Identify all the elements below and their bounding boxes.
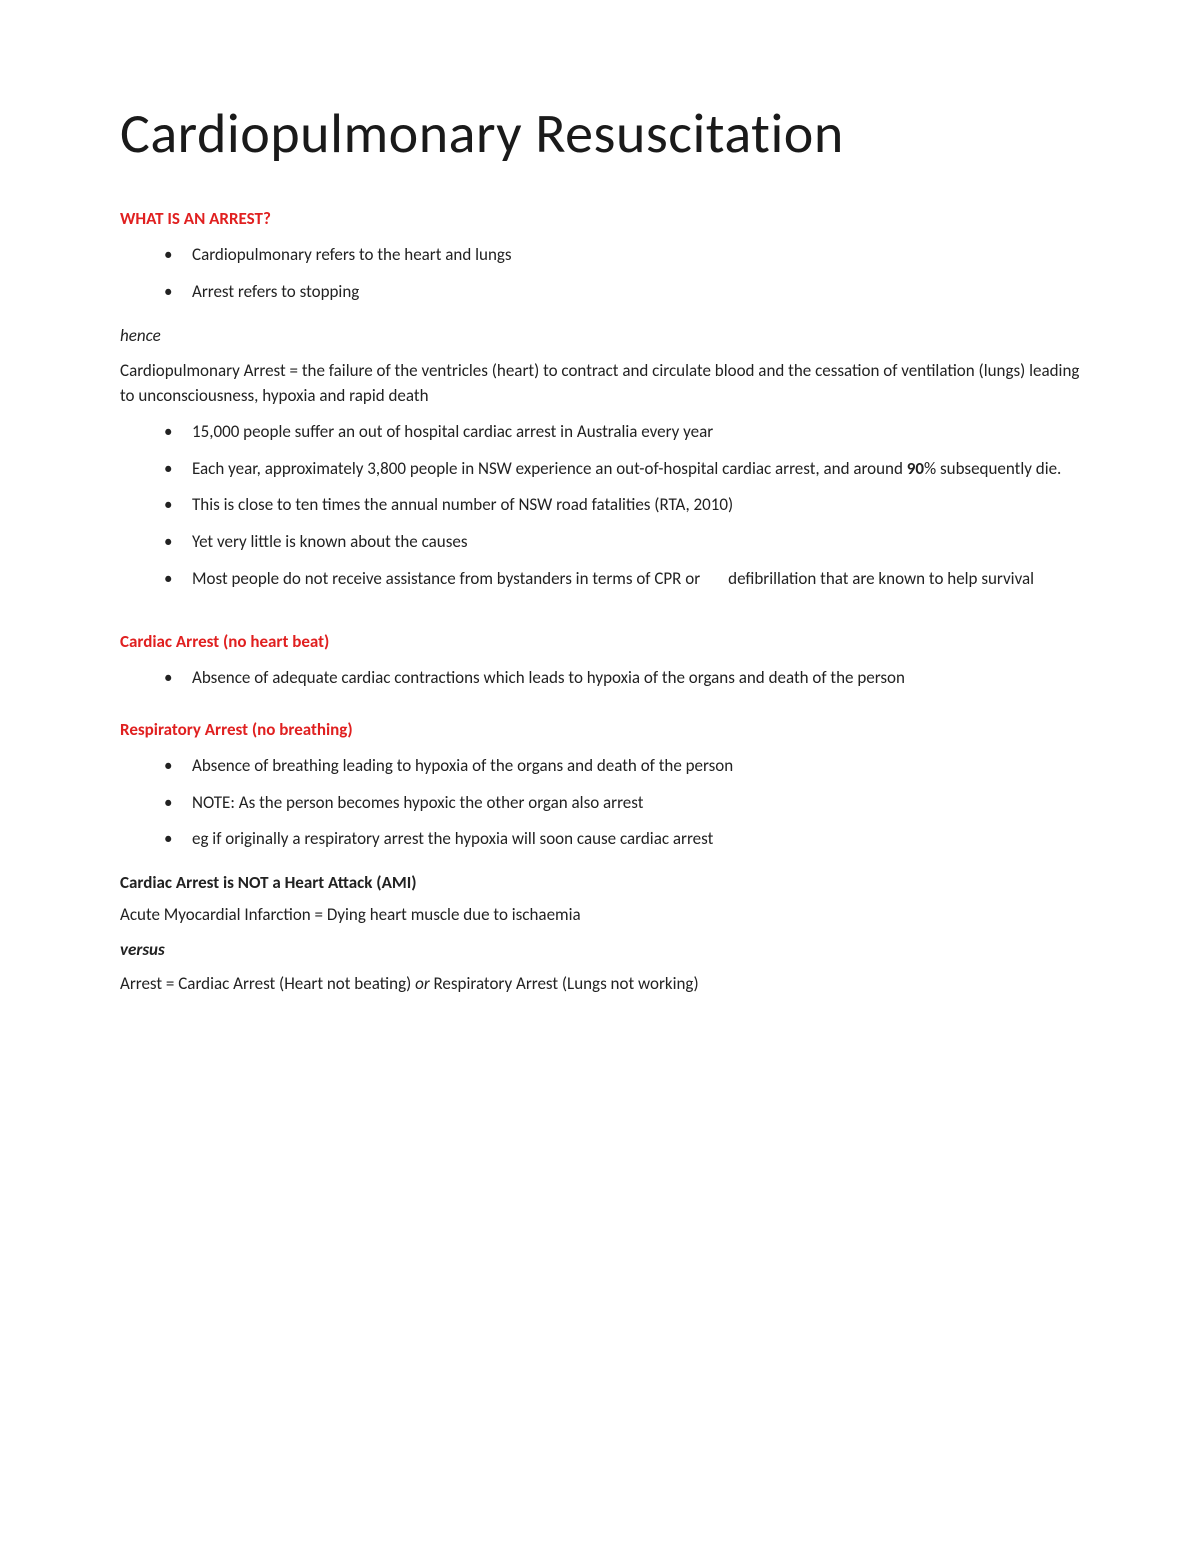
definition-text: Cardiopulmonary Arrest = the failure of … — [120, 359, 1080, 408]
document-page: Cardiopulmonary Resuscitation WHAT IS AN… — [0, 0, 1200, 1553]
list-item: eg if originally a respiratory arrest th… — [120, 827, 1080, 852]
bullet-list: 15,000 people suffer an out of hospital … — [120, 420, 1080, 591]
text-run: % subsequently die. — [924, 458, 1061, 479]
heading-respiratory-arrest: Respiratory Arrest (no breathing) — [120, 719, 1080, 740]
hence-text: hence — [120, 324, 1080, 349]
page-title: Cardiopulmonary Resuscitation — [120, 100, 1080, 168]
arrest-definition: Arrest = Cardiac Arrest (Heart not beati… — [120, 972, 1080, 997]
text-run: Each year, approximately 3,800 people in… — [192, 458, 907, 479]
heading-cardiac-arrest: Cardiac Arrest (no heart beat) — [120, 631, 1080, 652]
list-item: Most people do not receive assistance fr… — [120, 567, 1080, 592]
bullet-list: Absence of adequate cardiac contractions… — [120, 666, 1080, 691]
text-run: defibrillation that are known to help su… — [728, 568, 1034, 589]
text-run-bold: 90 — [907, 458, 924, 479]
bullet-list: Absence of breathing leading to hypoxia … — [120, 754, 1080, 852]
versus-text: versus — [120, 938, 1080, 963]
heading-not-heart-attack: Cardiac Arrest is NOT a Heart Attack (AM… — [120, 872, 1080, 893]
list-item: 15,000 people suffer an out of hospital … — [120, 420, 1080, 445]
list-item: Arrest refers to stopping — [120, 280, 1080, 305]
list-item: Absence of breathing leading to hypoxia … — [120, 754, 1080, 779]
list-item: Yet very little is known about the cause… — [120, 530, 1080, 555]
list-item: Each year, approximately 3,800 people in… — [120, 457, 1080, 482]
text-run-bold-italic: versus — [120, 939, 165, 960]
list-item: Absence of adequate cardiac contractions… — [120, 666, 1080, 691]
text-run: Most people do not receive assistance fr… — [192, 568, 700, 589]
text-run: Respiratory Arrest (Lungs not working) — [430, 973, 699, 994]
list-item: NOTE: As the person becomes hypoxic the … — [120, 791, 1080, 816]
bullet-list: Cardiopulmonary refers to the heart and … — [120, 243, 1080, 304]
text-run: Arrest = Cardiac Arrest (Heart not beati… — [120, 973, 415, 994]
heading-what-is-arrest: WHAT IS AN ARREST? — [120, 208, 1080, 229]
list-item: This is close to ten times the annual nu… — [120, 493, 1080, 518]
ami-definition: Acute Myocardial Infarction = Dying hear… — [120, 903, 1080, 928]
text-run-italic: or — [415, 973, 430, 994]
list-item: Cardiopulmonary refers to the heart and … — [120, 243, 1080, 268]
